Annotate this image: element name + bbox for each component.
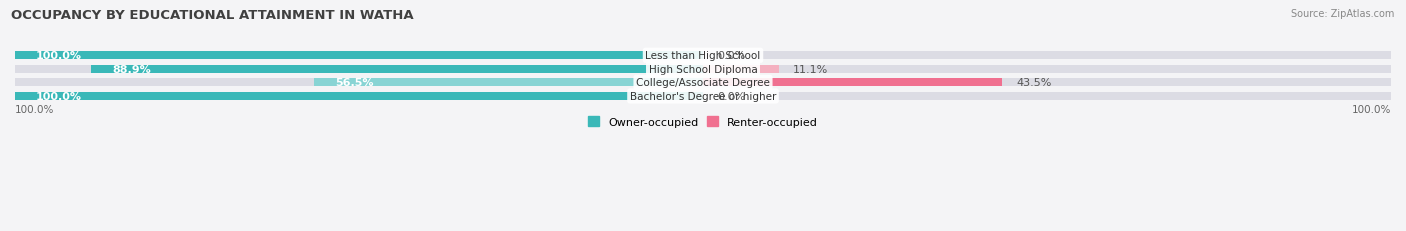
Text: Source: ZipAtlas.com: Source: ZipAtlas.com [1291, 9, 1395, 19]
Text: 88.9%: 88.9% [112, 64, 150, 75]
Bar [15, 52, 703, 60]
Bar [15, 93, 1391, 100]
Text: 11.1%: 11.1% [793, 64, 828, 75]
Text: 100.0%: 100.0% [35, 91, 82, 101]
Text: 56.5%: 56.5% [335, 78, 374, 88]
Bar [15, 79, 1391, 87]
Bar [315, 79, 703, 87]
Bar [15, 66, 1391, 73]
Bar [91, 66, 703, 73]
Text: 0.0%: 0.0% [717, 51, 745, 61]
Text: High School Diploma: High School Diploma [648, 64, 758, 75]
Bar [703, 79, 1002, 87]
Bar [15, 93, 703, 100]
Text: Less than High School: Less than High School [645, 51, 761, 61]
Text: 100.0%: 100.0% [35, 51, 82, 61]
Text: Bachelor's Degree or higher: Bachelor's Degree or higher [630, 91, 776, 101]
Bar [703, 66, 779, 73]
Text: 0.0%: 0.0% [717, 91, 745, 101]
Text: College/Associate Degree: College/Associate Degree [636, 78, 770, 88]
Bar [15, 52, 1391, 60]
Text: OCCUPANCY BY EDUCATIONAL ATTAINMENT IN WATHA: OCCUPANCY BY EDUCATIONAL ATTAINMENT IN W… [11, 9, 413, 22]
Legend: Owner-occupied, Renter-occupied: Owner-occupied, Renter-occupied [583, 112, 823, 132]
Text: 100.0%: 100.0% [1351, 105, 1391, 115]
Text: 43.5%: 43.5% [1017, 78, 1052, 88]
Text: 100.0%: 100.0% [15, 105, 55, 115]
